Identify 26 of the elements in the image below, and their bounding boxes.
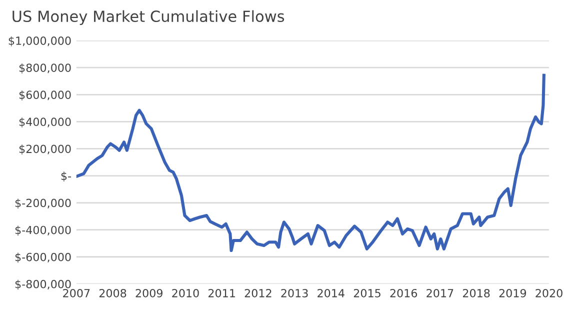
x-tick-label: 2019 xyxy=(499,288,526,298)
x-tick-label: 2010 xyxy=(172,288,199,298)
x-tick-label: 2018 xyxy=(462,288,490,298)
x-tick-label: 2020 xyxy=(536,288,562,298)
y-tick-label: $800,000 xyxy=(19,63,71,74)
x-tick-label: 2012 xyxy=(244,288,272,298)
y-tick-label: $-200,000 xyxy=(15,198,71,209)
x-tick-label: 2013 xyxy=(281,288,308,298)
y-tick-label: $-800,000 xyxy=(15,280,71,290)
x-tick-label: 2008 xyxy=(99,288,126,298)
y-tick-label: $-400,000 xyxy=(15,226,71,236)
y-tick-label: $400,000 xyxy=(19,117,71,128)
x-tick-label: 2009 xyxy=(136,288,162,298)
x-tick-label: 2014 xyxy=(318,288,344,298)
y-tick-label: $- xyxy=(61,172,72,182)
x-tick-label: 2016 xyxy=(390,288,418,298)
y-tick-label: $200,000 xyxy=(19,144,71,155)
y-tick-label: $-600,000 xyxy=(15,252,71,263)
line-series xyxy=(76,74,546,252)
y-tick-label: $600,000 xyxy=(19,90,71,100)
x-tick-label: 2011 xyxy=(208,288,235,298)
x-tick-label: 2017 xyxy=(426,288,454,298)
chart-title: US Money Market Cumulative Flows xyxy=(12,10,284,26)
x-tick-label: 2007 xyxy=(63,288,90,298)
x-tick-label: 2015 xyxy=(354,288,380,298)
y-tick-label: $1,000,000 xyxy=(8,36,71,46)
